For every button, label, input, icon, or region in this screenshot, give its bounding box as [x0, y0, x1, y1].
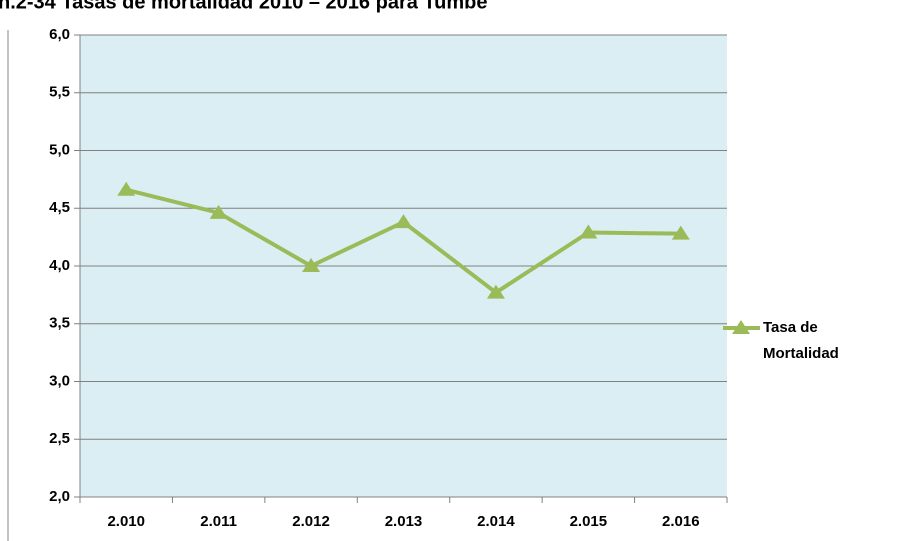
point-marker [394, 214, 413, 229]
point-marker [302, 258, 321, 272]
point-marker [671, 225, 690, 240]
x-tick-label: 2.015 [570, 513, 608, 530]
x-tick-label: 2.010 [107, 513, 145, 530]
y-tick-label: 2,5 [49, 430, 70, 447]
point-marker [579, 224, 598, 239]
x-tick-label: 2.011 [200, 513, 237, 530]
y-tick-label: 3,0 [49, 372, 70, 389]
x-tick-label: 2.014 [477, 513, 515, 530]
chart-title: n.2-34 Tasas de mortalidad 2010 – 2016 p… [0, 0, 487, 13]
y-tick-label: 2,0 [49, 488, 70, 505]
y-tick-label: 3,5 [49, 315, 70, 332]
x-tick-label: 2.016 [662, 513, 700, 530]
y-tick-label: 6,0 [49, 26, 70, 43]
y-tick-label: 4,0 [49, 257, 70, 274]
y-tick-label: 4,5 [49, 199, 70, 216]
point-marker [117, 181, 136, 196]
point-marker [486, 284, 505, 299]
y-tick-label: 5,5 [49, 84, 70, 101]
x-tick-label: 2.012 [292, 513, 330, 530]
point-marker [209, 204, 228, 219]
y-tick-label: 5,0 [49, 141, 70, 158]
legend-marker [732, 320, 750, 334]
legend-label: Tasa de Mortalidad [763, 319, 839, 362]
x-tick-label: 2.013 [385, 513, 423, 530]
